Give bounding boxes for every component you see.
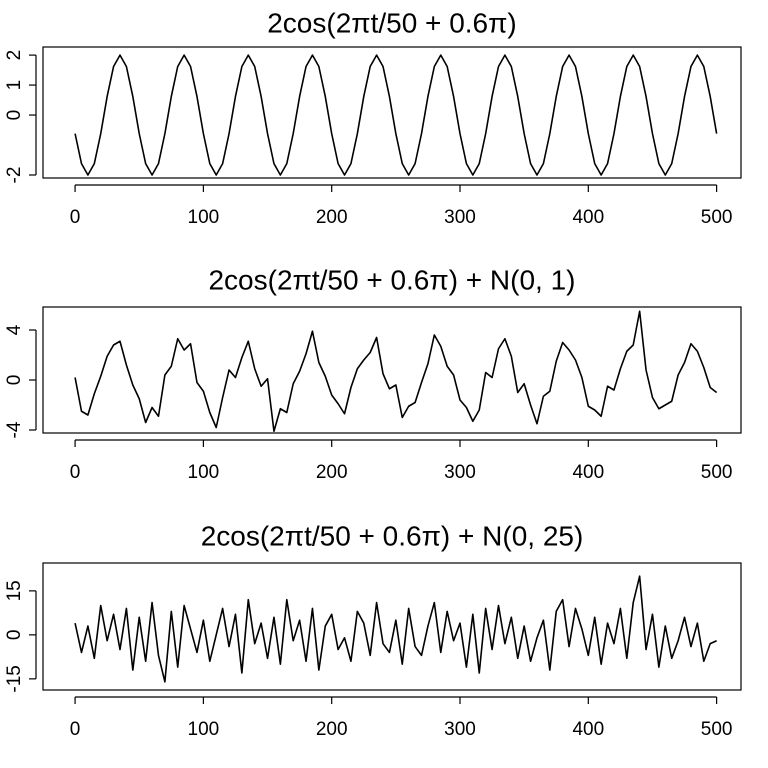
y-tick-label: 2 <box>4 50 25 61</box>
x-tick-label: 100 <box>188 462 220 483</box>
data-line <box>74 575 717 683</box>
plot-box <box>42 562 742 691</box>
x-tick-label: 300 <box>444 462 476 483</box>
x-tick-label: 200 <box>316 719 348 740</box>
x-tick-label: 0 <box>70 207 81 228</box>
x-tick-label: 100 <box>188 207 220 228</box>
y-tick-label: 1 <box>4 80 25 91</box>
chart-title: 2cos(2πt/50 + 0.6π) + N(0, 1) <box>208 264 575 295</box>
chart-title: 2cos(2πt/50 + 0.6π) <box>267 7 517 38</box>
y-tick-label: 0 <box>4 375 25 386</box>
x-tick-label: 500 <box>701 207 733 228</box>
plot-box <box>42 306 742 434</box>
x-tick-label: 200 <box>316 462 348 483</box>
plot-box <box>42 46 742 179</box>
x-tick-label: 300 <box>444 207 476 228</box>
y-tick-label: 0 <box>4 630 25 641</box>
y-tick-label: -2 <box>4 167 25 184</box>
chart-title: 2cos(2πt/50 + 0.6π) + N(0, 25) <box>201 520 584 551</box>
x-tick-label: 400 <box>572 719 604 740</box>
x-tick-label: 300 <box>444 719 476 740</box>
y-tick-label: 0 <box>4 110 25 121</box>
y-tick-label: -4 <box>4 421 25 438</box>
x-tick-label: 500 <box>701 462 733 483</box>
x-tick-label: 0 <box>70 462 81 483</box>
x-tick-label: 100 <box>188 719 220 740</box>
x-tick-label: 400 <box>572 207 604 228</box>
x-tick-label: 200 <box>316 207 348 228</box>
x-tick-label: 500 <box>701 719 733 740</box>
y-tick-label: 4 <box>4 324 25 335</box>
y-tick-label: 15 <box>4 580 25 601</box>
x-tick-label: 0 <box>70 719 81 740</box>
data-line <box>74 54 718 176</box>
data-line <box>74 310 718 433</box>
y-tick-label: -15 <box>4 665 25 692</box>
x-tick-label: 400 <box>572 462 604 483</box>
